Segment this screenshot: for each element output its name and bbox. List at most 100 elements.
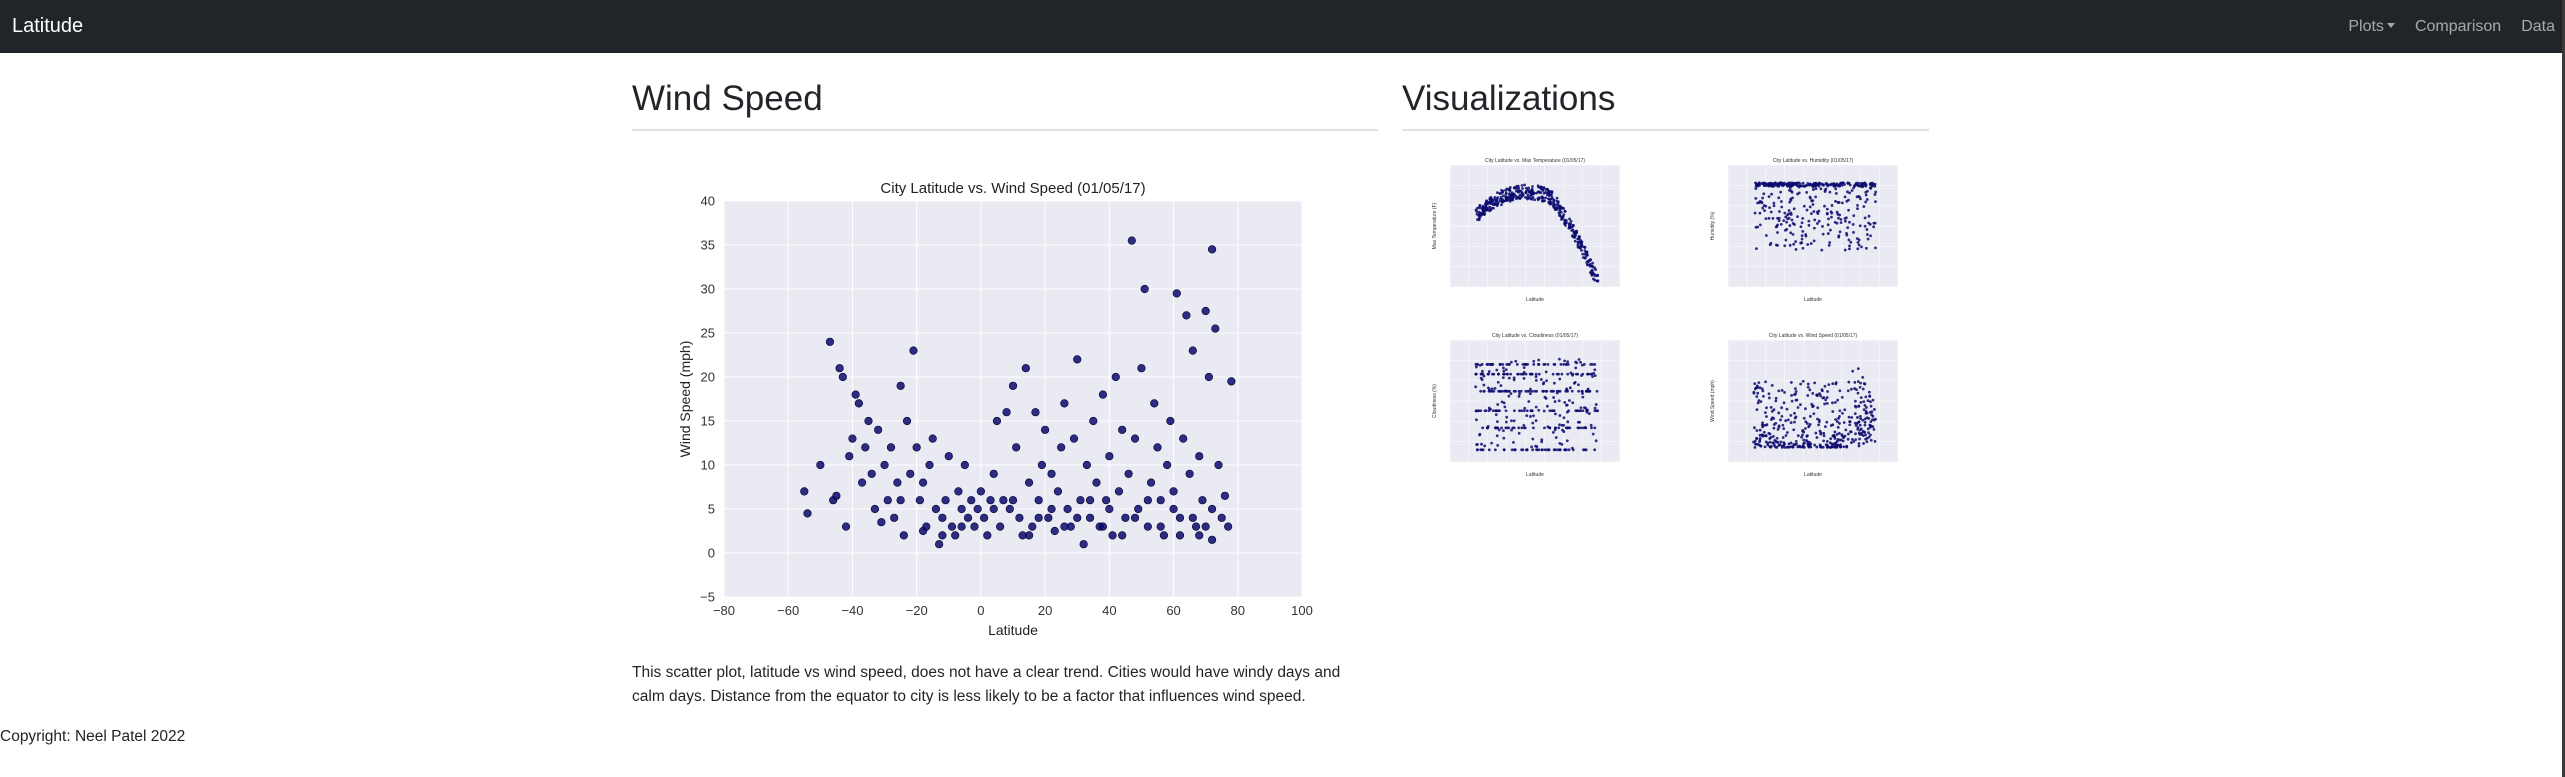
thumb-data-point [1777,444,1781,447]
thumb-data-point [1766,441,1770,445]
thumb-data-point [1474,365,1478,369]
thumb-data-point [1500,197,1504,201]
thumb-data-point [1822,396,1826,399]
thumb-data-point [1825,207,1829,211]
thumb-data-point [1811,391,1815,395]
thumb-data-point [1869,234,1872,238]
thumb-data-point [1794,415,1798,419]
thumb-data-point [1778,210,1781,213]
thumb-data-point [1869,187,1873,190]
thumb-x-label: Latitude [1526,472,1544,478]
thumb-data-point [1475,443,1479,446]
thumb-data-point [1758,386,1762,390]
thumb-data-point [1522,424,1526,427]
thumb-data-point [1563,359,1566,363]
nav-item-comparison[interactable]: Comparison [2414,17,2502,35]
thumb-data-point [1540,440,1544,444]
data-point [1137,364,1146,373]
thumb-data-point [1552,381,1556,385]
nav-item-data[interactable]: Data [2521,17,2555,35]
thumb-data-point [1551,430,1555,434]
thumb-data-point [1800,234,1804,238]
thumb-data-point [1817,423,1820,427]
thumbnail-max-temperature[interactable]: City Latitude vs. Max Temperature (01/05… [1422,155,1627,305]
thumb-data-point [1593,374,1597,377]
navbar-brand[interactable]: Latitude [12,15,84,37]
thumb-data-point [1553,426,1557,430]
thumb-data-point [1796,445,1800,449]
data-point [970,522,979,531]
thumb-data-point [1834,192,1838,195]
thumb-data-point [1519,190,1523,193]
thumb-data-point [1831,382,1835,386]
thumbnail-humidity[interactable]: City Latitude vs. Humidity (01/05/17) Lat… [1700,155,1905,305]
thumb-data-point [1859,396,1863,400]
thumb-data-point [1593,406,1597,410]
thumb-data-point [1865,436,1869,440]
thumb-data-point [1592,277,1595,281]
thumb-data-point [1862,430,1866,434]
thumb-data-point [1758,428,1762,432]
data-point [1153,443,1162,452]
nav-item-plots[interactable]: Plots [2348,15,2395,39]
thumb-data-point [1552,448,1556,452]
thumb-data-point [1824,425,1827,429]
thumb-data-point [1792,428,1796,432]
thumb-data-point [1856,416,1859,419]
thumb-data-point [1585,250,1589,254]
data-point [880,460,889,470]
thumb-data-point [1822,431,1826,435]
thumb-data-point [1856,367,1860,371]
thumb-data-point [1794,392,1797,396]
thumb-data-point [1861,375,1865,379]
thumbnail-wind-speed[interactable]: City Latitude vs. Wind Speed (01/05/17) L… [1700,330,1905,480]
thumb-data-point [1771,217,1775,220]
thumb-data-point [1863,181,1867,185]
thumb-data-point [1537,408,1541,412]
thumb-data-point [1506,195,1510,199]
data-point [1188,513,1197,522]
vertical-scrollbar[interactable] [2562,0,2565,777]
thumb-data-point [1789,421,1793,424]
thumb-data-point [1584,255,1587,259]
thumb-data-point [1569,371,1573,375]
thumb-data-point [1856,241,1860,244]
thumb-data-point [1541,199,1544,203]
thumb-y-label: Humidity (%) [1710,211,1716,240]
data-point [896,496,905,505]
thumb-data-point [1806,394,1810,397]
thumb-data-point [1594,439,1598,443]
x-tick-label: 80 [1231,603,1245,618]
thumb-data-point [1488,205,1491,209]
thumb-data-point [1516,184,1520,188]
thumb-data-point [1782,401,1786,405]
thumb-data-point [1767,396,1771,400]
thumb-data-point [1858,414,1862,418]
thumb-data-point [1540,448,1544,452]
wind-speed-scatter-chart: −80 −60 −40 −20 0 20 40 60 80 100 −5 0 5 10 15 20 25 30 35… [677,180,1313,638]
data-point [1169,504,1178,514]
thumb-data-point [1764,234,1768,237]
thumbnail-cloudiness[interactable]: City Latitude vs. Cloudiness (01/05/17) L… [1422,330,1627,480]
thumb-data-point [1846,190,1849,194]
thumb-data-point [1835,182,1839,186]
data-point [800,487,809,496]
thumb-data-point [1477,213,1481,217]
data-point [928,434,937,443]
thumb-data-point [1827,383,1831,387]
thumb-data-point [1794,240,1797,244]
thumb-data-point [1575,409,1579,413]
thumb-data-point [1812,412,1816,416]
data-point [1217,513,1226,522]
thumb-data-point [1526,193,1530,197]
x-tick-label: −20 [906,603,928,618]
y-tick-label: 15 [701,414,715,429]
thumb-data-point [1512,389,1516,393]
thumb-data-point [1566,420,1570,424]
x-tick-label: 60 [1166,603,1180,618]
thumb-data-point [1772,444,1776,447]
thumb-data-point [1864,246,1868,250]
thumb-data-point [1501,194,1505,198]
thumb-data-point [1571,223,1575,227]
thumb-data-point [1578,420,1582,424]
